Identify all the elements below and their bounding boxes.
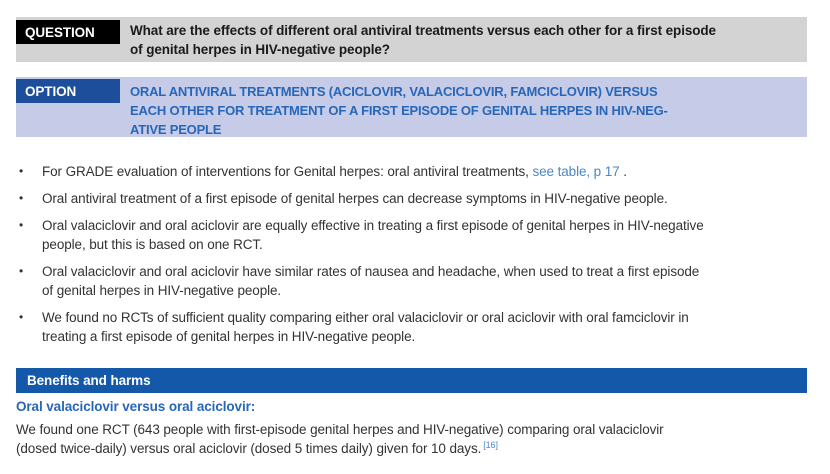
key-point-text: . xyxy=(619,164,627,179)
option-banner: OPTION ORAL ANTIVIRAL TREATMENTS (ACICLO… xyxy=(16,77,807,137)
list-item: • Oral valaciclovir and oral aciclovir h… xyxy=(16,262,812,300)
bullet-icon: • xyxy=(19,218,24,232)
benefits-and-harms-header: Benefits and harms xyxy=(16,368,807,393)
comparison-paragraph: We found one RCT (643 people with first-… xyxy=(16,420,816,458)
key-point-text: Oral valaciclovir and oral aciclovir hav… xyxy=(42,264,700,279)
question-text-line: of genital herpes in HIV-negative people… xyxy=(130,42,390,57)
key-points-list: • For GRADE evaluation of interventions … xyxy=(16,162,812,354)
option-title-line: ATIVE PEOPLE xyxy=(130,122,222,137)
key-point-text: people, but this is based on one RCT. xyxy=(42,237,263,252)
see-table-link[interactable]: see table, p 17 xyxy=(532,164,620,179)
key-point-text: We found no RCTs of sufficient quality c… xyxy=(42,310,689,325)
question-text: What are the effects of different oral a… xyxy=(130,21,801,59)
list-item: • We found no RCTs of sufficient quality… xyxy=(16,308,812,346)
bullet-icon: • xyxy=(19,191,24,205)
paragraph-line: (dosed twice-daily) versus oral aciclovi… xyxy=(16,439,498,456)
list-item: • For GRADE evaluation of interventions … xyxy=(16,162,812,181)
comparison-heading: Oral valaciclovir versus oral aciclovir: xyxy=(16,399,256,414)
list-item: • Oral valaciclovir and oral aciclovir a… xyxy=(16,216,812,254)
option-title: ORAL ANTIVIRAL TREATMENTS (ACICLOVIR, VA… xyxy=(130,82,801,139)
key-point-text: Oral valaciclovir and oral aciclovir are… xyxy=(42,218,704,233)
option-title-line: ORAL ANTIVIRAL TREATMENTS (ACICLOVIR, VA… xyxy=(130,84,658,99)
key-point-text: treating a first episode of genital herp… xyxy=(42,329,416,344)
bullet-icon: • xyxy=(19,164,24,178)
paragraph-line: We found one RCT (643 people with first-… xyxy=(16,422,664,437)
reference-link-16[interactable]: [16] xyxy=(483,439,498,450)
bullet-icon: • xyxy=(19,310,24,324)
key-point-text: of genital herpes in HIV-negative people… xyxy=(42,283,282,298)
option-label: OPTION xyxy=(16,79,120,103)
key-point-text: For GRADE evaluation of interventions fo… xyxy=(42,164,533,179)
bullet-icon: • xyxy=(19,264,24,278)
key-point-text: Oral antiviral treatment of a first epis… xyxy=(42,191,668,206)
question-text-line: What are the effects of different oral a… xyxy=(130,23,716,38)
question-label: QUESTION xyxy=(16,20,120,44)
option-title-line: EACH OTHER FOR TREATMENT OF A FIRST EPIS… xyxy=(130,103,668,118)
question-banner: QUESTION What are the effects of differe… xyxy=(16,17,807,62)
list-item: • Oral antiviral treatment of a first ep… xyxy=(16,189,812,208)
